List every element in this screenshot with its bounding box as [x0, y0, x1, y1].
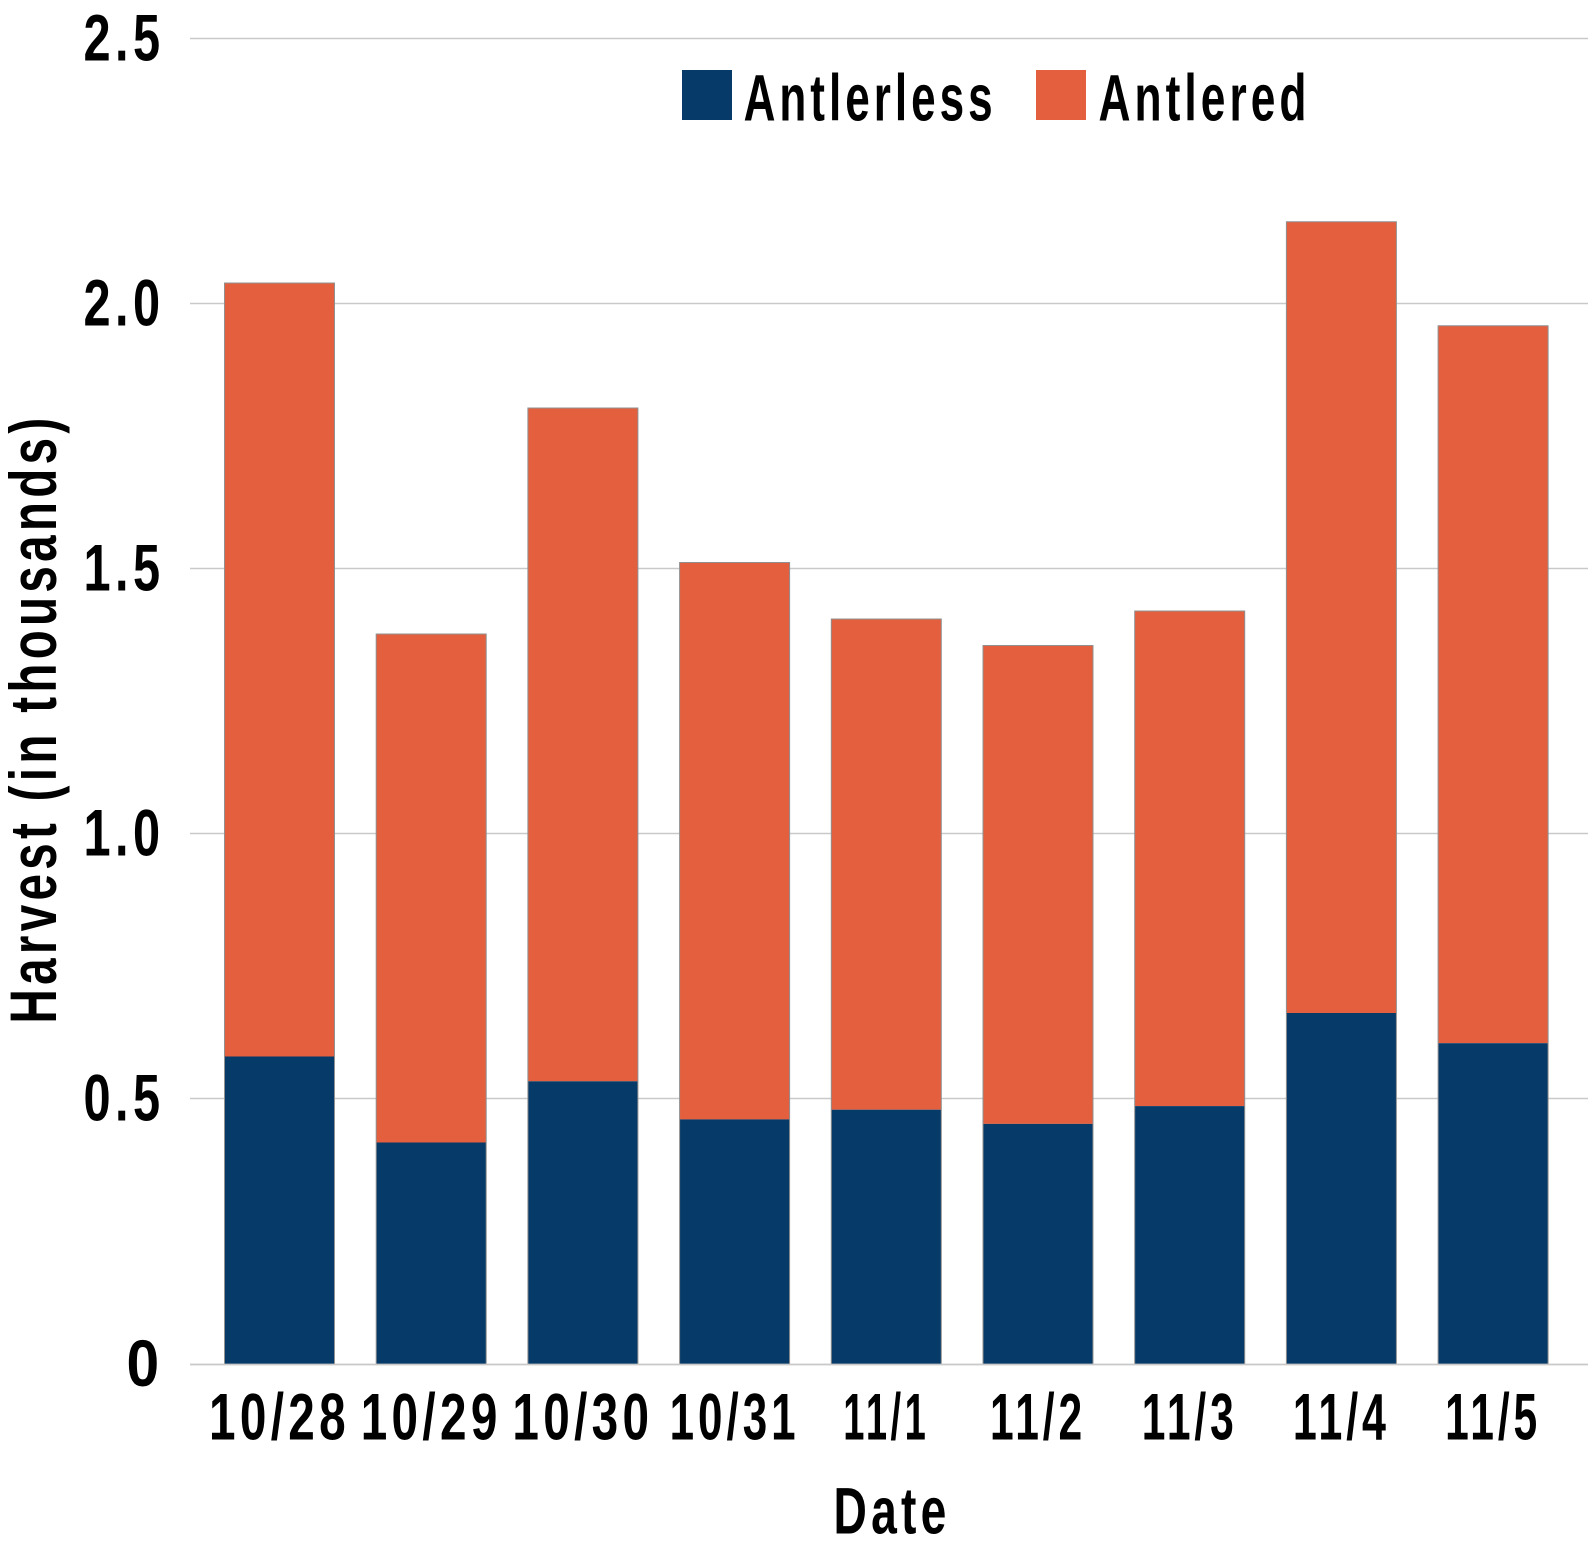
svg-text:Harvest (in thousands): Harvest (in thousands) [0, 414, 70, 1024]
svg-text:10/28: 10/28 [209, 1380, 350, 1454]
svg-text:11/1: 11/1 [843, 1380, 929, 1454]
svg-text:10/30: 10/30 [512, 1380, 653, 1454]
svg-text:2.0: 2.0 [84, 266, 165, 340]
svg-text:2.5: 2.5 [84, 1, 165, 75]
svg-text:11/4: 11/4 [1293, 1380, 1390, 1454]
svg-text:Antlered: Antlered [1099, 61, 1311, 135]
svg-text:Antlerless: Antlerless [744, 61, 997, 135]
svg-text:10/29: 10/29 [361, 1380, 502, 1454]
svg-text:11/3: 11/3 [1142, 1380, 1238, 1454]
svg-text:11/2: 11/2 [990, 1380, 1086, 1454]
svg-text:1.5: 1.5 [84, 531, 165, 605]
svg-text:10/31: 10/31 [670, 1380, 800, 1454]
svg-text:1.0: 1.0 [84, 796, 165, 870]
svg-text:11/5: 11/5 [1445, 1380, 1541, 1454]
svg-text:0.5: 0.5 [84, 1061, 165, 1135]
svg-text:Date: Date [834, 1474, 951, 1548]
svg-text:0: 0 [127, 1326, 165, 1400]
